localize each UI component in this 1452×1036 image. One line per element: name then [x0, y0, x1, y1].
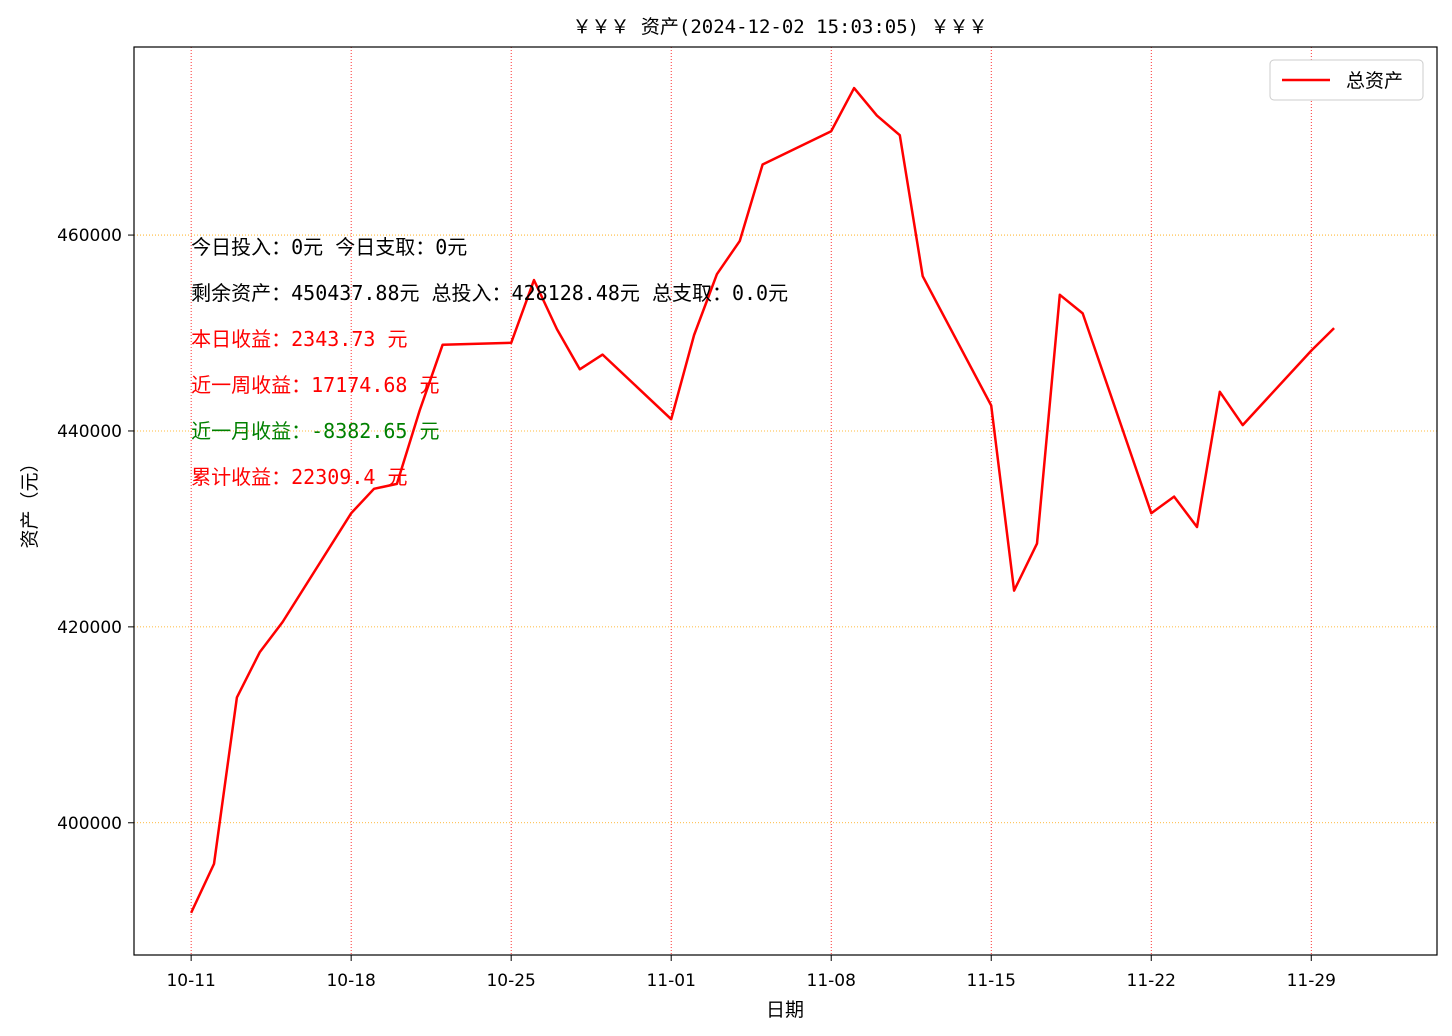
x-tick-label: 10-25 — [486, 971, 535, 991]
annotation-text: 今日投入：0元 今日支取：0元 — [191, 235, 467, 259]
y-tick-label: 400000 — [57, 814, 122, 834]
y-tick-label: 440000 — [57, 422, 122, 442]
y-gridlines — [134, 234, 1437, 824]
x-axis-label: 日期 — [766, 999, 804, 1021]
plot-frame — [133, 46, 1438, 956]
annotation-text: 近一周收益：17174.68 元 — [191, 373, 439, 397]
annotation-text: 累计收益：22309.4 元 — [191, 465, 407, 489]
x-tick-label: 11-22 — [1127, 971, 1176, 991]
y-axis-ticks: 400000 420000 440000 460000 — [57, 226, 134, 834]
chart-title: ￥￥￥ 资产(2024-12-02 15:03:05) ￥￥￥ — [572, 16, 987, 38]
series-line-total-assets — [189, 86, 1335, 914]
y-tick-label: 460000 — [57, 226, 122, 246]
annotation-text: 本日收益：2343.73 元 — [191, 327, 407, 351]
y-axis-label: 资产（元） — [19, 453, 41, 548]
x-tick-label: 11-01 — [646, 971, 695, 991]
x-tick-label: 11-29 — [1287, 971, 1336, 991]
x-tick-label: 10-18 — [326, 971, 375, 991]
x-tick-label: 11-08 — [807, 971, 856, 991]
series-layer — [189, 86, 1335, 914]
y-tick-label: 420000 — [57, 618, 122, 638]
x-axis-ticks: 10-11 10-18 10-25 11-01 11-08 11-15 11-22 11-29 — [166, 955, 1336, 991]
legend-box — [1269, 59, 1424, 101]
x-tick-label: 10-11 — [166, 971, 215, 991]
x-tick-label: 11-15 — [967, 971, 1016, 991]
annotation-text: 剩余资产：450437.88元 总投入：428128.48元 总支取：0.0元 — [191, 281, 788, 305]
legend: 总资产 — [1269, 59, 1424, 101]
legend-label: 总资产 — [1346, 70, 1403, 92]
annotation-text: 近一月收益：-8382.65 元 — [191, 419, 439, 443]
x-gridlines — [190, 47, 1312, 955]
